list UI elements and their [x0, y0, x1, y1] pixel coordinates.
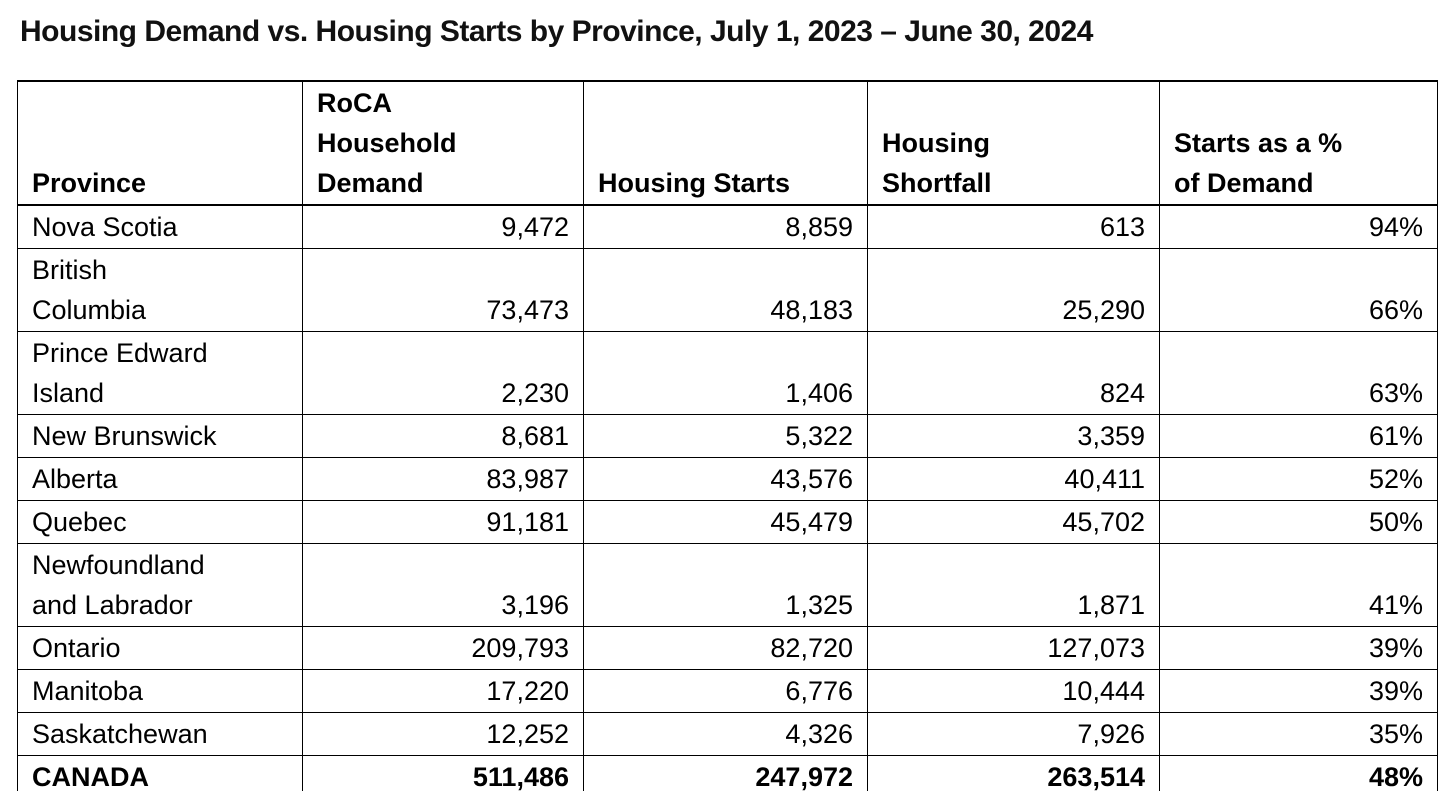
starts-cell: 4,326 [583, 712, 868, 756]
pct-cell: 35% [1159, 712, 1438, 756]
column-header-pct-of-demand: Starts as a % of Demand [1159, 80, 1438, 206]
shortfall-cell: 127,073 [867, 626, 1160, 670]
table-row-newfoundland-and-labrador: Newfoundland and Labrador 3,196 1,325 1,… [17, 543, 1438, 627]
demand-cell: 511,486 [302, 755, 584, 791]
starts-cell: 45,479 [583, 500, 868, 544]
table-row-nova-scotia: Nova Scotia 9,472 8,859 613 94% [17, 204, 1438, 249]
starts-cell: 1,406 [583, 331, 868, 415]
province-cell: Alberta [17, 457, 303, 501]
demand-cell: 91,181 [302, 500, 584, 544]
demand-cell: 17,220 [302, 669, 584, 713]
pct-cell: 39% [1159, 626, 1438, 670]
shortfall-cell: 613 [867, 204, 1160, 249]
demand-cell: 209,793 [302, 626, 584, 670]
column-header-starts: Housing Starts [583, 80, 868, 206]
shortfall-cell: 3,359 [867, 414, 1160, 458]
demand-cell: 83,987 [302, 457, 584, 501]
pct-cell: 39% [1159, 669, 1438, 713]
starts-cell: 8,859 [583, 204, 868, 249]
table-row-new-brunswick: New Brunswick 8,681 5,322 3,359 61% [17, 414, 1438, 458]
table-row-ontario: Ontario 209,793 82,720 127,073 39% [17, 626, 1438, 670]
table-row-manitoba: Manitoba 17,220 6,776 10,444 39% [17, 669, 1438, 713]
column-header-demand: RoCA Household Demand [302, 80, 584, 206]
demand-cell: 9,472 [302, 204, 584, 249]
pct-cell: 66% [1159, 248, 1438, 332]
demand-cell: 12,252 [302, 712, 584, 756]
demand-cell: 2,230 [302, 331, 584, 415]
pct-cell: 94% [1159, 204, 1438, 249]
table-row-quebec: Quebec 91,181 45,479 45,702 50% [17, 500, 1438, 544]
table-body: Nova Scotia 9,472 8,859 613 94% British … [17, 204, 1438, 791]
starts-cell: 43,576 [583, 457, 868, 501]
table-row-british-columbia: British Columbia 73,473 48,183 25,290 66… [17, 248, 1438, 332]
starts-cell: 247,972 [583, 755, 868, 791]
province-cell: British Columbia [17, 248, 303, 332]
pct-cell: 50% [1159, 500, 1438, 544]
column-header-province: Province [17, 80, 303, 206]
starts-cell: 82,720 [583, 626, 868, 670]
province-cell: Newfoundland and Labrador [17, 543, 303, 627]
table-row-alberta: Alberta 83,987 43,576 40,411 52% [17, 457, 1438, 501]
shortfall-cell: 1,871 [867, 543, 1160, 627]
province-cell: Manitoba [17, 669, 303, 713]
demand-cell: 3,196 [302, 543, 584, 627]
table-row-prince-edward-island: Prince Edward Island 2,230 1,406 824 63% [17, 331, 1438, 415]
province-cell: Nova Scotia [17, 204, 303, 249]
table-row-canada-total: CANADA 511,486 247,972 263,514 48% [17, 755, 1438, 791]
province-cell: Saskatchewan [17, 712, 303, 756]
table-row-saskatchewan: Saskatchewan 12,252 4,326 7,926 35% [17, 712, 1438, 756]
starts-cell: 5,322 [583, 414, 868, 458]
demand-cell: 8,681 [302, 414, 584, 458]
pct-cell: 48% [1159, 755, 1438, 791]
shortfall-cell: 25,290 [867, 248, 1160, 332]
pct-cell: 63% [1159, 331, 1438, 415]
shortfall-cell: 10,444 [867, 669, 1160, 713]
province-cell: Quebec [17, 500, 303, 544]
starts-cell: 1,325 [583, 543, 868, 627]
column-header-shortfall: Housing Shortfall [867, 80, 1160, 206]
starts-cell: 48,183 [583, 248, 868, 332]
pct-cell: 61% [1159, 414, 1438, 458]
province-cell: New Brunswick [17, 414, 303, 458]
shortfall-cell: 824 [867, 331, 1160, 415]
demand-cell: 73,473 [302, 248, 584, 332]
shortfall-cell: 40,411 [867, 457, 1160, 501]
shortfall-cell: 263,514 [867, 755, 1160, 791]
province-cell: CANADA [17, 755, 303, 791]
shortfall-cell: 7,926 [867, 712, 1160, 756]
table-header: Province RoCA Household Demand Housing S… [17, 80, 1438, 206]
pct-cell: 52% [1159, 457, 1438, 501]
province-cell: Prince Edward Island [17, 331, 303, 415]
shortfall-cell: 45,702 [867, 500, 1160, 544]
page-title: Housing Demand vs. Housing Starts by Pro… [20, 15, 1093, 48]
pct-cell: 41% [1159, 543, 1438, 627]
header-row: Province RoCA Household Demand Housing S… [17, 80, 1438, 206]
province-cell: Ontario [17, 626, 303, 670]
housing-table: Province RoCA Household Demand Housing S… [17, 80, 1438, 791]
starts-cell: 6,776 [583, 669, 868, 713]
